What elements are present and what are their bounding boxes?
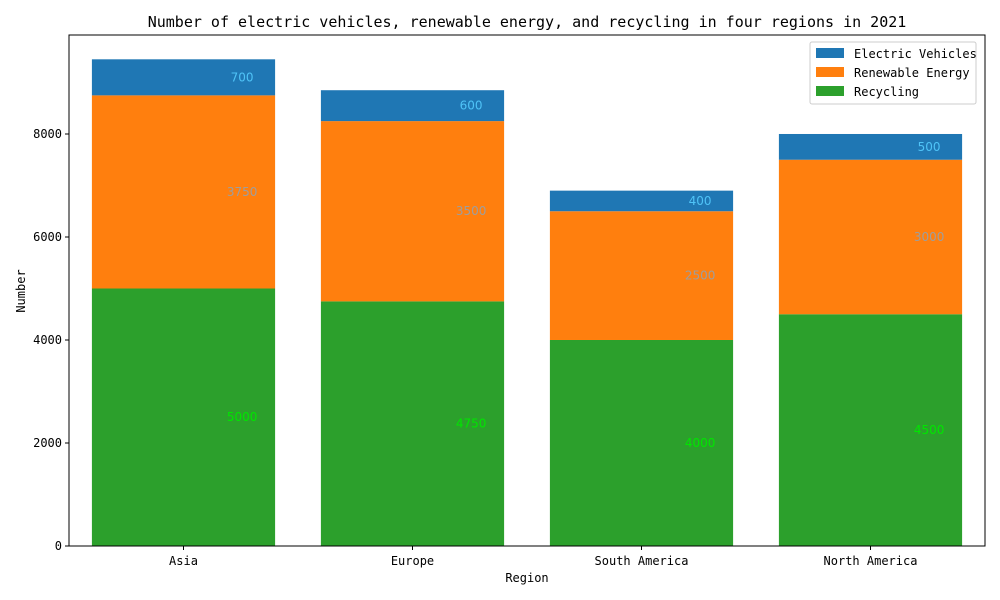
data-label-asia-electric-vehicles: 700 [231, 70, 254, 84]
x-tick-label: North America [824, 554, 918, 568]
data-label-north-america-recycling: 4500 [914, 423, 945, 437]
bar-europe-renewable-energy [320, 121, 505, 302]
x-tick-label: Europe [391, 554, 434, 568]
chart-title: Number of electric vehicles, renewable e… [148, 13, 907, 31]
data-labels: 5000 3750 700 4750 3500 600 4000 2500 400 4500 300… [227, 70, 945, 450]
x-tick-label: Asia [169, 554, 198, 568]
y-axis: 0 2000 4000 6000 8000 [33, 127, 69, 553]
data-label-south-america-renewable-energy: 2500 [685, 269, 716, 283]
y-tick-label: 2000 [33, 436, 62, 450]
legend-label-renewable-energy: Renewable Energy [854, 66, 970, 80]
data-label-asia-recycling: 5000 [227, 410, 258, 424]
y-tick-label: 4000 [33, 333, 62, 347]
bar-asia-recycling [91, 288, 276, 546]
bar-south-america-renewable-energy [549, 211, 734, 340]
x-tick-label: South America [595, 554, 689, 568]
y-tick-label: 0 [55, 539, 62, 553]
legend-swatch-renewable-energy [816, 67, 844, 77]
data-label-asia-renewable-energy: 3750 [227, 185, 258, 199]
legend-swatch-recycling [816, 86, 844, 96]
legend-swatch-electric-vehicles [816, 48, 844, 58]
bar-asia-electric-vehicles [91, 59, 276, 96]
legend: Electric Vehicles Renewable Energy Recycli… [809, 41, 977, 105]
bar-south-america-electric-vehicles [549, 190, 734, 212]
data-label-europe-renewable-energy: 3500 [456, 204, 487, 218]
y-tick-label: 8000 [33, 127, 62, 141]
data-label-europe-electric-vehicles: 600 [460, 99, 483, 113]
bar-north-america-renewable-energy [778, 159, 963, 315]
legend-label-electric-vehicles: Electric Vehicles [854, 47, 977, 61]
y-tick-label: 6000 [33, 230, 62, 244]
bars [91, 59, 963, 546]
data-label-europe-recycling: 4750 [456, 417, 487, 431]
data-label-north-america-renewable-energy: 3000 [914, 230, 945, 244]
legend-box [809, 41, 977, 105]
data-label-south-america-electric-vehicles: 400 [689, 194, 712, 208]
bar-europe-electric-vehicles [320, 90, 505, 122]
data-label-south-america-recycling: 4000 [685, 436, 716, 450]
y-axis-label: Number [14, 269, 28, 312]
x-axis-label: Region [505, 571, 548, 585]
data-label-north-america-electric-vehicles: 500 [918, 140, 941, 154]
plot-frame [68, 34, 986, 547]
bar-north-america-electric-vehicles [778, 133, 963, 160]
plot-area: 5000375070047503500600400025004004500300… [33, 34, 986, 568]
bar-europe-recycling [320, 301, 505, 546]
bar-north-america-recycling [778, 314, 963, 546]
x-axis: Asia Europe South America North America [169, 546, 917, 568]
bar-asia-renewable-energy [91, 95, 276, 289]
legend-label-recycling: Recycling [854, 85, 919, 99]
bar-south-america-recycling [549, 339, 734, 546]
